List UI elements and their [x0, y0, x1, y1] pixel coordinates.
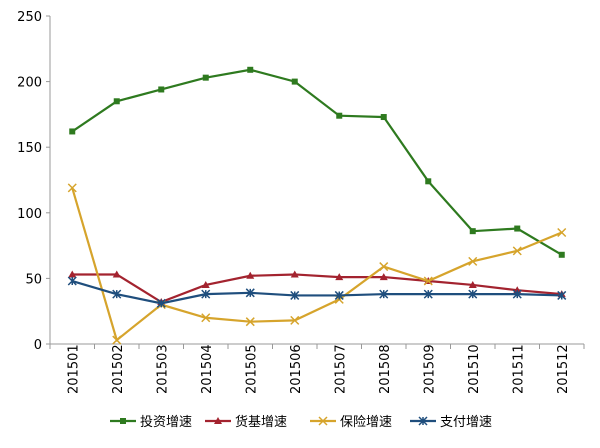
data-point: [290, 315, 300, 325]
data-point: [290, 290, 300, 300]
data-point: [112, 289, 122, 299]
x-tick-label: 201511: [511, 344, 526, 394]
data-point: [112, 335, 122, 345]
series-line: [71, 68, 563, 256]
data-point: [67, 276, 77, 286]
data-point: [67, 183, 77, 193]
data-point: [379, 262, 389, 272]
x-tick-label: 201501: [66, 344, 81, 394]
data-point: [290, 270, 299, 278]
data-point: [246, 271, 255, 279]
x-tick-label: 201505: [244, 344, 259, 394]
legend-label: 货基增速: [235, 414, 287, 430]
data-point: [245, 317, 255, 327]
y-tick-label: 50: [25, 272, 42, 287]
data-point: [468, 280, 477, 288]
data-point: [425, 178, 432, 185]
legend-item: 投资增速: [110, 414, 192, 430]
y-tick-label: 150: [17, 141, 42, 156]
x-tick-label: 201512: [556, 344, 571, 394]
x-tick-label: 201509: [422, 344, 437, 394]
x-tick-label: 201508: [378, 344, 393, 394]
series-2: [67, 183, 567, 345]
x-tick-label: 201503: [155, 344, 170, 394]
data-point: [334, 290, 344, 300]
legend-label: 支付增速: [440, 415, 492, 430]
data-point: [245, 288, 255, 298]
series-0: [69, 66, 565, 258]
data-point: [158, 86, 165, 93]
data-point: [156, 298, 166, 308]
legend-marker: [318, 416, 328, 426]
data-point: [514, 225, 521, 232]
data-point: [201, 280, 210, 288]
data-point: [423, 276, 433, 286]
legend-marker: [120, 418, 126, 424]
x-tick-label: 201506: [289, 344, 304, 394]
data-point: [423, 289, 433, 299]
data-point: [336, 112, 343, 119]
series-line: [72, 273, 562, 304]
data-point: [68, 270, 77, 278]
legend-item: 保险增速: [310, 415, 392, 430]
data-point: [380, 114, 387, 121]
data-point: [113, 98, 120, 105]
y-tick-label: 200: [17, 76, 42, 91]
x-tick-label: 201507: [333, 344, 348, 394]
legend-marker: [418, 416, 428, 426]
legend-item: 支付增速: [410, 415, 492, 430]
series-3: [67, 276, 567, 308]
data-point: [112, 270, 121, 278]
data-point: [335, 273, 344, 281]
legend-item: 货基增速: [205, 414, 287, 430]
legend-label: 投资增速: [140, 414, 192, 430]
data-point: [468, 256, 478, 266]
data-point: [512, 289, 522, 299]
data-point: [202, 74, 209, 81]
data-point: [558, 251, 565, 258]
data-point: [512, 246, 522, 256]
y-tick-label: 0: [34, 338, 42, 353]
x-tick-label: 201504: [200, 344, 215, 394]
series-line: [71, 187, 563, 342]
data-point: [557, 290, 567, 300]
x-tick-label: 201502: [111, 344, 126, 394]
data-point: [379, 289, 389, 299]
y-tick-label: 250: [17, 10, 42, 25]
data-point: [247, 66, 254, 73]
x-tick-label: 201510: [467, 344, 482, 394]
data-point: [379, 273, 388, 281]
y-tick-label: 100: [17, 207, 42, 222]
data-point: [557, 227, 567, 238]
legend-marker: [214, 417, 222, 424]
data-point: [469, 228, 476, 235]
data-point: [468, 289, 478, 299]
legend-label: 保险增速: [340, 415, 392, 430]
data-point: [291, 78, 298, 85]
data-point: [201, 313, 211, 323]
data-point: [201, 289, 211, 299]
series-line: [71, 279, 562, 305]
data-point: [69, 128, 76, 135]
